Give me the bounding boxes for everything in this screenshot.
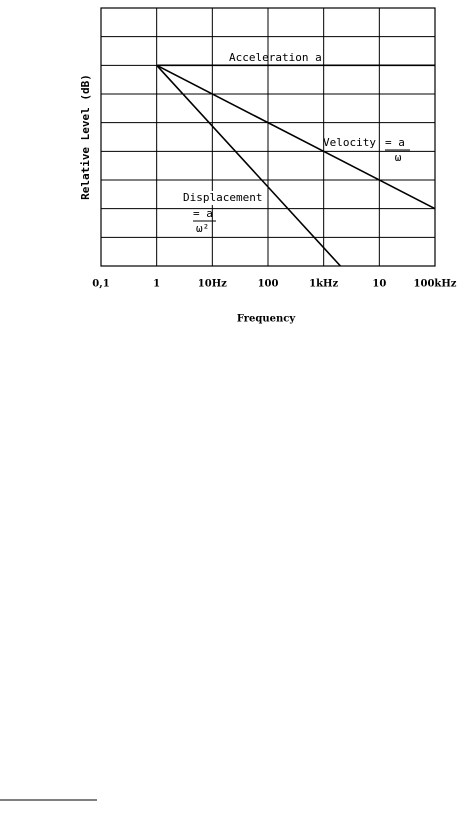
series-label: Velocity: [323, 136, 376, 149]
series-line: [156, 64, 436, 210]
formula: = a: [385, 136, 405, 149]
label-bg: [183, 191, 267, 205]
x-tick-label: 10: [372, 279, 386, 290]
series-label: Displacement: [183, 191, 262, 204]
x-tick-label: 0,1: [92, 279, 109, 290]
series-line: [156, 64, 342, 267]
formula: ω²: [196, 222, 209, 235]
series-label: Acceleration a: [229, 51, 322, 64]
formula: ω: [395, 151, 402, 164]
formula: = a: [193, 207, 213, 220]
x-tick-label: 100kHz: [414, 279, 457, 290]
x-axis-label: Frequency: [237, 314, 297, 325]
x-tick-label: 1kHz: [309, 279, 338, 290]
x-tick-label: 100: [258, 279, 279, 290]
x-tick-label: 1: [153, 279, 160, 290]
x-tick-label: 10Hz: [198, 279, 227, 290]
y-axis-label: Relative Level (dB): [79, 74, 92, 200]
